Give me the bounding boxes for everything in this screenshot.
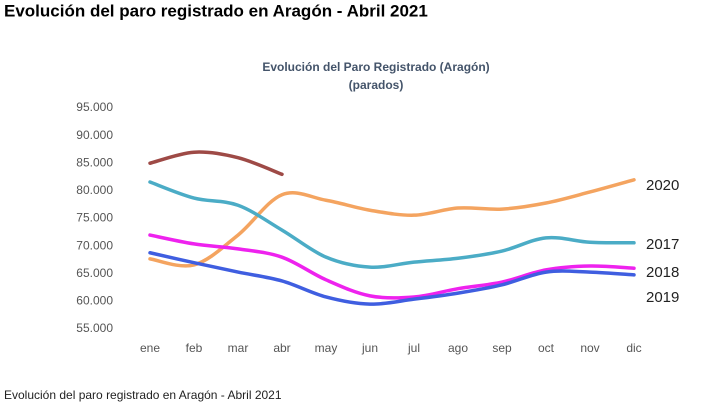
y-tick-label: 60.000	[76, 294, 113, 308]
x-tick-label: sep	[492, 341, 512, 355]
chart-title: Evolución del Paro Registrado (Aragón)	[262, 60, 489, 74]
x-tick-label: nov	[580, 341, 599, 355]
x-tick-label: oct	[538, 341, 555, 355]
y-tick-label: 75.000	[76, 211, 113, 225]
y-tick-label: 65.000	[76, 266, 113, 280]
series-label: 2020	[646, 177, 679, 194]
y-tick-label: 70.000	[76, 238, 113, 252]
x-tick-label: dic	[626, 341, 641, 355]
x-tick-label: jun	[361, 341, 378, 355]
x-tick-label: feb	[186, 341, 203, 355]
series-label: 2019	[646, 289, 679, 306]
chart-subtitle: (parados)	[349, 78, 404, 92]
x-tick-label: mar	[228, 341, 249, 355]
series-label: 2018	[646, 264, 679, 281]
y-tick-label: 85.000	[76, 155, 113, 169]
y-tick-label: 90.000	[76, 128, 113, 142]
y-tick-label: 95.000	[76, 100, 113, 114]
x-tick-label: ago	[448, 341, 468, 355]
x-tick-label: ene	[140, 341, 160, 355]
x-tick-label: may	[315, 341, 338, 355]
series-line	[150, 182, 634, 267]
page-heading: Evolución del paro registrado en Aragón …	[4, 1, 428, 20]
x-tick-label: jul	[407, 341, 420, 355]
y-tick-label: 80.000	[76, 183, 113, 197]
x-tick-label: abr	[273, 341, 290, 355]
series-label: 2017	[646, 236, 679, 253]
series-line	[150, 180, 634, 266]
y-tick-label: 55.000	[76, 321, 113, 335]
series-line	[150, 152, 282, 174]
caption: Evolución del paro registrado en Aragón …	[4, 388, 282, 402]
